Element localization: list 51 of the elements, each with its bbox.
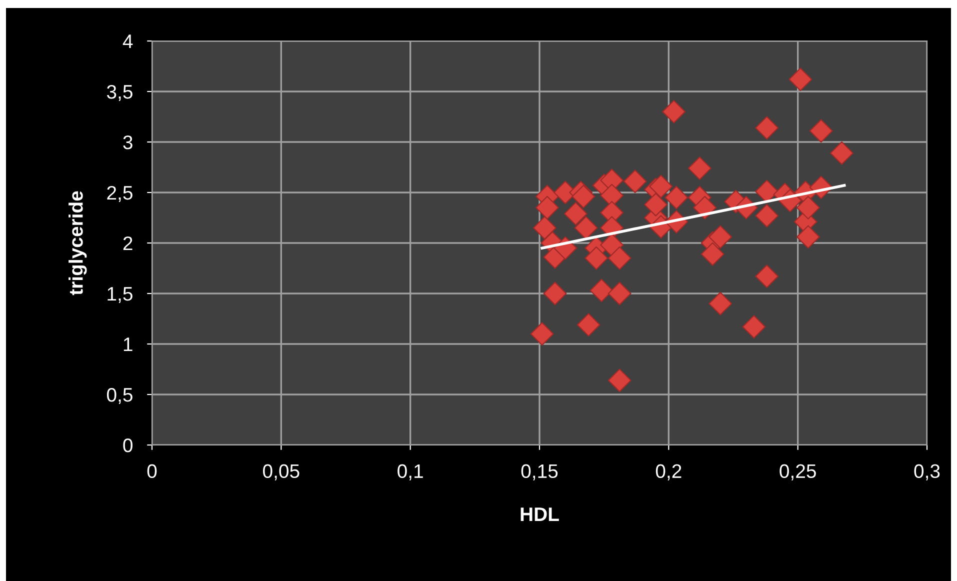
x-tick-label: 0,1: [398, 464, 423, 480]
y-axis-title: triglyceride: [68, 191, 87, 296]
point: [644, 192, 668, 216]
x-axis-title: HDL: [520, 508, 559, 521]
y-tick-label: 1: [124, 338, 132, 352]
point: [572, 184, 596, 208]
x-tick-label: 0,15: [521, 464, 558, 480]
point: [649, 174, 673, 198]
point: [742, 315, 766, 339]
point: [755, 264, 779, 288]
point: [543, 282, 567, 306]
point: [600, 233, 624, 257]
point: [608, 282, 632, 306]
y-tick-label: 3: [123, 135, 132, 150]
point: [809, 119, 833, 143]
point: [708, 292, 732, 316]
point: [530, 322, 554, 346]
point: [564, 202, 588, 226]
point: [755, 204, 779, 228]
y-tick-label: 4: [122, 34, 133, 48]
point: [608, 246, 632, 270]
x-tick-label: 0: [147, 464, 157, 478]
point: [796, 225, 820, 249]
point: [662, 100, 686, 124]
y-tick-label: 0: [123, 438, 132, 452]
y-tick-label: 2,5: [107, 186, 132, 202]
x-tick-label: 0,3: [914, 464, 940, 480]
point: [688, 156, 712, 180]
x-tick-label: 0,25: [780, 464, 816, 480]
y-tick-label: 3,5: [106, 84, 132, 102]
point: [830, 141, 854, 165]
point: [590, 278, 614, 302]
y-tick-label: 1,5: [108, 287, 132, 304]
point: [708, 225, 732, 249]
point: [755, 116, 779, 140]
x-tick-label: 0,2: [656, 464, 682, 480]
point: [535, 196, 560, 220]
point: [576, 313, 600, 337]
point: [574, 216, 598, 240]
point: [584, 246, 608, 270]
y-tick-label: 0,5: [106, 388, 132, 404]
point: [623, 170, 647, 194]
point: [608, 368, 632, 392]
point: [788, 68, 812, 92]
point: [796, 196, 820, 220]
x-tick-label: 0,05: [263, 464, 300, 480]
point: [700, 242, 724, 266]
point: [755, 180, 779, 204]
y-tick-label: 2: [123, 236, 132, 250]
point: [532, 216, 556, 240]
point: [664, 186, 688, 210]
